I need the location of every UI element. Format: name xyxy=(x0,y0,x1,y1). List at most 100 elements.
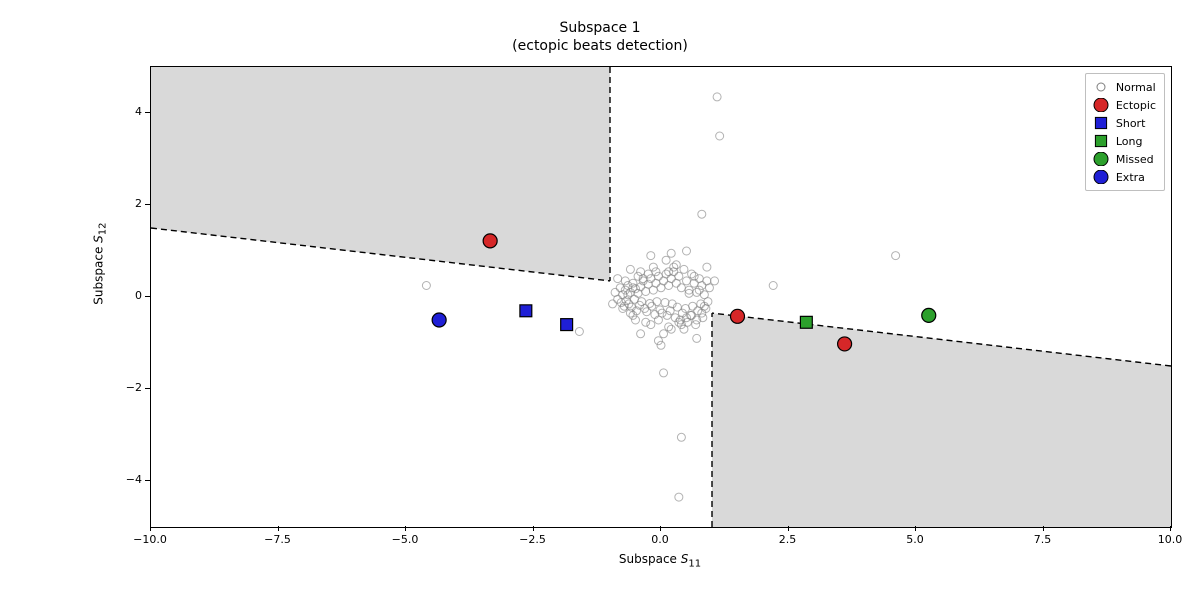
point-normal xyxy=(648,302,656,310)
point-normal xyxy=(689,302,697,310)
legend-item-extra: Extra xyxy=(1090,168,1156,186)
point-normal xyxy=(711,277,719,285)
x-tick-mark xyxy=(1043,526,1044,531)
point-normal xyxy=(716,132,724,140)
point-normal xyxy=(647,252,655,260)
x-tick-label: 7.5 xyxy=(1023,533,1063,546)
legend-swatch-ectopic xyxy=(1090,98,1112,112)
point-normal xyxy=(693,334,701,342)
x-tick-mark xyxy=(915,526,916,531)
point-normal xyxy=(675,272,683,280)
point-normal xyxy=(661,299,669,307)
y-tick-label: −4 xyxy=(110,473,142,486)
point-normal xyxy=(769,282,777,290)
point-normal xyxy=(626,265,634,273)
plot-area: Normal Ectopic Short LongMissed Extra xyxy=(150,66,1172,528)
point-normal xyxy=(649,263,657,271)
y-tick-label: 2 xyxy=(110,197,142,210)
point-normal xyxy=(665,268,673,276)
x-tick-mark xyxy=(150,526,151,531)
legend-label-extra: Extra xyxy=(1112,171,1145,184)
point-short xyxy=(520,305,532,317)
shaded-region xyxy=(712,313,1171,527)
legend: Normal Ectopic Short LongMissed Extra xyxy=(1085,73,1165,191)
point-normal xyxy=(667,325,675,333)
point-normal xyxy=(680,325,688,333)
point-normal xyxy=(680,265,688,273)
point-normal xyxy=(422,282,430,290)
y-tick-label: 0 xyxy=(110,289,142,302)
chart-title: Subspace 1 (ectopic beats detection) xyxy=(0,20,1200,55)
x-tick-mark xyxy=(660,526,661,531)
point-normal xyxy=(698,210,706,218)
point-normal xyxy=(642,318,650,326)
y-tick-mark xyxy=(145,112,150,113)
x-tick-mark xyxy=(278,526,279,531)
x-tick-mark xyxy=(405,526,406,531)
x-tick-mark xyxy=(533,526,534,531)
shaded-region xyxy=(151,67,610,281)
point-normal xyxy=(575,328,583,336)
point-normal xyxy=(642,287,650,295)
point-normal xyxy=(662,270,670,278)
point-normal xyxy=(670,263,678,271)
point-normal xyxy=(609,300,617,308)
legend-swatch-normal xyxy=(1090,80,1112,94)
point-normal xyxy=(614,275,622,283)
point-normal xyxy=(713,93,721,101)
x-tick-label: −2.5 xyxy=(513,533,553,546)
x-tick-mark xyxy=(1170,526,1171,531)
point-normal xyxy=(647,321,655,329)
y-tick-label: 4 xyxy=(110,105,142,118)
y-tick-label: −2 xyxy=(110,381,142,394)
chart-title-line1: Subspace 1 xyxy=(559,20,640,36)
point-normal xyxy=(677,284,685,292)
point-normal xyxy=(629,284,637,292)
y-tick-mark xyxy=(145,388,150,389)
point-normal xyxy=(653,298,661,306)
point-extra xyxy=(432,313,446,327)
point-ectopic xyxy=(838,337,852,351)
point-normal xyxy=(693,288,701,296)
legend-label-short: Short xyxy=(1112,117,1146,130)
point-normal xyxy=(892,252,900,260)
point-normal xyxy=(705,284,713,292)
x-tick-label: −7.5 xyxy=(258,533,298,546)
legend-item-long: Long xyxy=(1090,132,1156,150)
point-normal xyxy=(698,282,706,290)
y-tick-mark xyxy=(145,204,150,205)
point-normal xyxy=(660,330,668,338)
point-normal xyxy=(652,268,660,276)
point-normal xyxy=(667,249,675,257)
legend-item-normal: Normal xyxy=(1090,78,1156,96)
legend-label-ectopic: Ectopic xyxy=(1112,99,1156,112)
chart-title-line2: (ectopic beats detection) xyxy=(512,38,688,54)
point-long xyxy=(800,316,812,328)
x-tick-label: 5.0 xyxy=(895,533,935,546)
point-normal xyxy=(683,247,691,255)
legend-swatch-short xyxy=(1090,116,1112,130)
point-normal xyxy=(621,286,629,294)
point-normal xyxy=(634,272,642,280)
x-tick-label: 10.0 xyxy=(1150,533,1190,546)
x-tick-label: −5.0 xyxy=(385,533,425,546)
legend-swatch-missed xyxy=(1090,152,1112,166)
point-normal xyxy=(672,261,680,269)
point-normal xyxy=(657,341,665,349)
point-ectopic xyxy=(483,234,497,248)
point-normal xyxy=(644,270,652,278)
point-normal xyxy=(665,323,673,331)
legend-swatch-extra xyxy=(1090,170,1112,184)
point-normal xyxy=(654,272,662,280)
point-normal xyxy=(688,270,696,278)
point-normal xyxy=(632,316,640,324)
legend-label-normal: Normal xyxy=(1112,81,1156,94)
x-tick-label: 2.5 xyxy=(768,533,808,546)
point-normal xyxy=(695,286,703,294)
point-normal xyxy=(654,337,662,345)
point-normal xyxy=(677,433,685,441)
point-missed xyxy=(922,308,936,322)
point-normal xyxy=(660,369,668,377)
x-tick-label: −10.0 xyxy=(130,533,170,546)
legend-item-missed: Missed xyxy=(1090,150,1156,168)
